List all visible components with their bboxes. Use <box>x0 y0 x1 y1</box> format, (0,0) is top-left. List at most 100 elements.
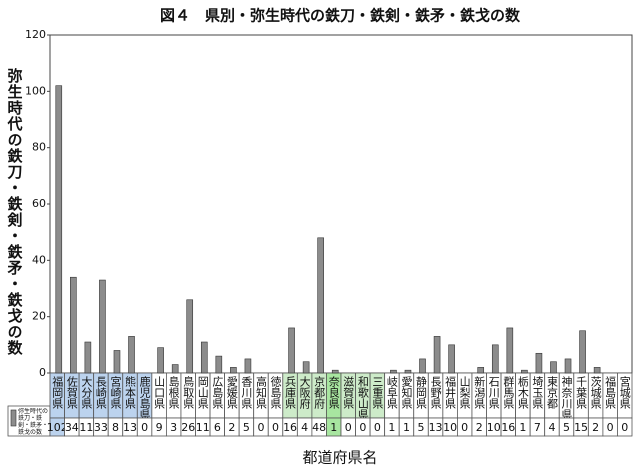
y-axis-title: 弥生時代の鉄刀・鉄剣・鉄矛・鉄戈の数 <box>6 67 24 356</box>
value-label: 13 <box>429 421 443 434</box>
value-label: 1 <box>330 421 337 434</box>
value-label: 26 <box>181 421 195 434</box>
value-label: 0 <box>345 421 352 434</box>
x-tick-label: 山梨県 <box>458 376 471 410</box>
x-tick-label: 鳥取県 <box>182 375 195 410</box>
x-tick-label: 岐阜県 <box>385 376 398 410</box>
y-tick-label: 100 <box>25 84 46 97</box>
value-label: 4 <box>548 421 555 434</box>
bar <box>215 355 223 374</box>
value-label: 10 <box>443 421 457 434</box>
y-tick-label: 120 <box>25 28 46 41</box>
bar <box>404 369 412 374</box>
value-label: 11 <box>79 421 93 434</box>
x-tick-label: 栃木県 <box>516 375 529 410</box>
x-tick-label: 大阪府 <box>298 375 311 410</box>
value-label: 34 <box>65 421 79 434</box>
x-tick-label: 福島県 <box>604 375 617 410</box>
bar <box>171 364 179 374</box>
bar <box>302 361 310 374</box>
bar <box>491 344 499 374</box>
value-label: 6 <box>214 421 221 434</box>
value-label: 13 <box>123 421 137 434</box>
x-tick-label: 東京都 <box>545 376 558 409</box>
x-tick-label: 和歌山県 <box>356 376 369 421</box>
bar <box>70 276 77 374</box>
value-label: 15 <box>574 421 588 434</box>
bar <box>535 352 543 374</box>
plot-frame <box>49 34 633 374</box>
x-tick-label: 福岡県 <box>51 375 64 410</box>
bar <box>593 367 601 374</box>
x-tick-label: 宮城県 <box>618 375 631 410</box>
value-label: 0 <box>607 421 614 434</box>
bar <box>564 358 572 374</box>
x-tick-label: 香川県 <box>240 376 253 410</box>
x-tick-label: 茨城県 <box>589 375 602 410</box>
x-tick-label: 熊本県 <box>124 375 137 410</box>
x-tick-label: 徳島県 <box>269 376 282 410</box>
value-label: 9 <box>156 421 163 434</box>
x-tick-label: 大分県 <box>80 375 93 410</box>
legend-swatch <box>10 409 17 427</box>
x-tick-label: 静岡県 <box>415 375 428 410</box>
x-tick-label: 鹿児島県 <box>138 375 151 421</box>
bar <box>288 327 295 374</box>
value-label: 48 <box>312 421 326 434</box>
value-label: 5 <box>418 421 425 434</box>
x-tick-label: 神奈川県 <box>560 375 573 421</box>
bar <box>244 358 252 374</box>
bar <box>317 237 324 374</box>
value-label: 7 <box>534 421 541 434</box>
value-label: 11 <box>196 421 210 434</box>
x-tick-label: 埼玉県 <box>531 375 544 410</box>
value-label: 16 <box>501 421 515 434</box>
x-tick-label: 長野県 <box>429 376 442 410</box>
y-tick-label: 20 <box>32 310 46 323</box>
legend-cell <box>7 405 51 437</box>
x-tick-label: 群馬県 <box>502 375 515 410</box>
value-cell <box>617 417 633 437</box>
bar <box>506 327 514 374</box>
x-tick-label: 京都府 <box>313 375 326 410</box>
x-tick-label: 千葉県 <box>575 376 588 410</box>
bar <box>521 369 528 374</box>
x-tick-label: 愛媛県 <box>225 376 238 410</box>
bar <box>390 369 397 374</box>
value-label: 2 <box>228 421 235 434</box>
value-label: 16 <box>283 421 297 434</box>
value-label: 2 <box>476 421 483 434</box>
x-tick-label: 島根県 <box>167 375 180 410</box>
value-label: 0 <box>461 421 468 434</box>
value-label: 4 <box>301 421 308 434</box>
x-tick-label: 佐賀県 <box>65 375 78 410</box>
y-tick-label: 60 <box>32 197 46 210</box>
y-tick-label: 80 <box>32 141 46 154</box>
value-label: 0 <box>621 421 628 434</box>
bar <box>128 336 135 374</box>
bar <box>579 330 586 374</box>
value-label: 0 <box>374 421 381 434</box>
bar <box>550 361 557 374</box>
x-tick-label: 愛知県 <box>400 376 413 410</box>
bar <box>99 279 106 374</box>
value-label: 102 <box>47 421 68 434</box>
value-label: 10 <box>487 421 501 434</box>
x-tick-label: 新潟県 <box>473 375 486 410</box>
legend-label: 弥生時代の鉄刀・鉄剣・鉄矛・鉄戈の数 <box>18 408 49 436</box>
bar <box>477 367 485 374</box>
value-label: 5 <box>243 421 250 434</box>
x-tick-label: 石川県 <box>487 376 500 410</box>
x-tick-label: 兵庫県 <box>284 376 297 410</box>
value-label: 2 <box>592 421 599 434</box>
value-label: 1 <box>403 421 410 434</box>
bar <box>55 85 63 374</box>
bar <box>448 344 455 374</box>
x-tick-label: 奈良県 <box>327 375 340 410</box>
value-label: 1 <box>388 421 395 434</box>
value-label: 3 <box>170 421 177 434</box>
value-label: 0 <box>141 421 148 434</box>
bar <box>186 299 194 374</box>
